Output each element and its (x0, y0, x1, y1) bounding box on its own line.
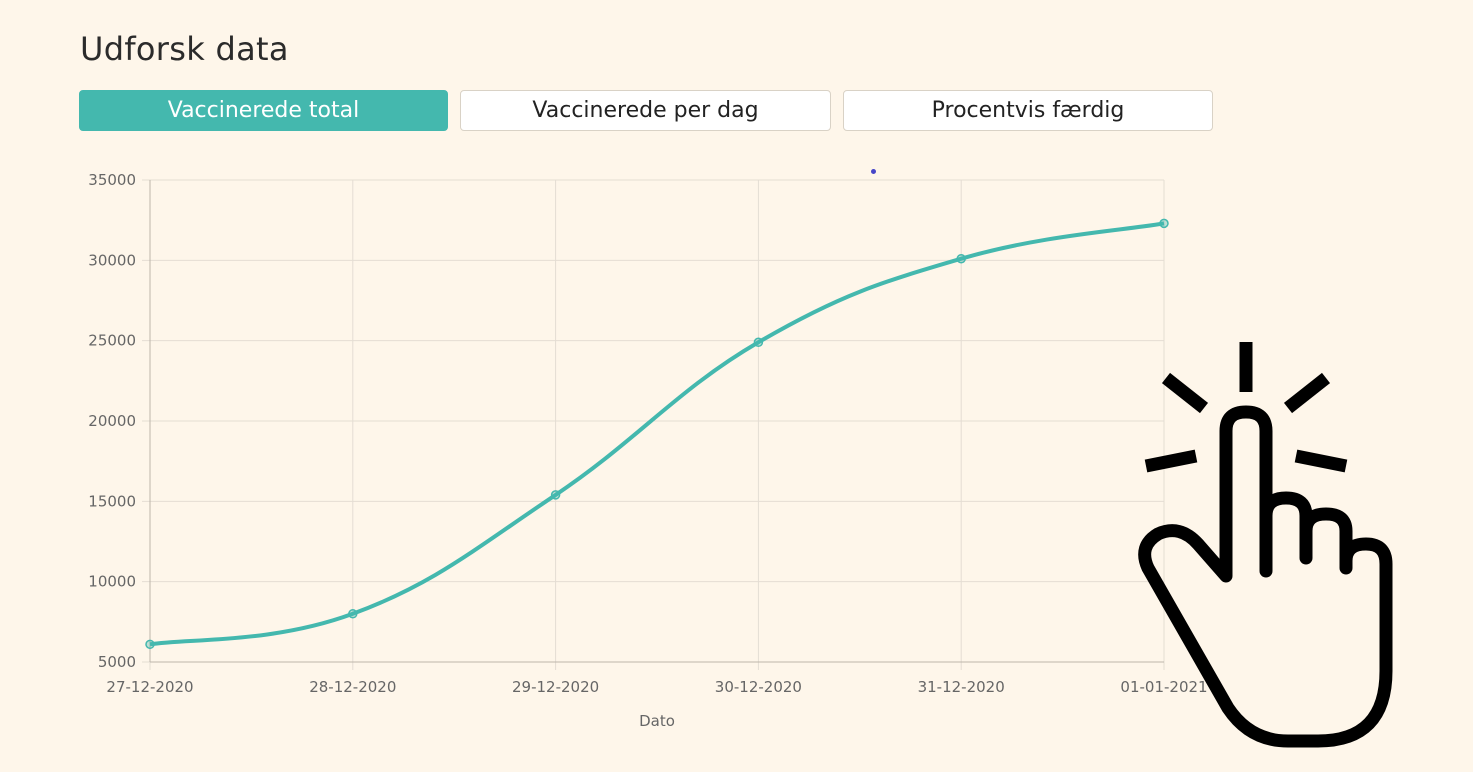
x-tick-label: 27-12-2020 (106, 678, 193, 696)
data-point[interactable] (753, 337, 764, 348)
y-axis-ticks: 5000 10000 15000 20000 25000 30000 35000 (88, 171, 136, 671)
x-tick-label: 30-12-2020 (715, 678, 802, 696)
chart-series (145, 218, 1169, 650)
tab-procentvis-faerdig[interactable]: Procentvis færdig (843, 90, 1213, 131)
x-tick-label: 28-12-2020 (309, 678, 396, 696)
chart-axes (149, 180, 1164, 663)
y-tick-label: 15000 (88, 492, 136, 510)
data-point[interactable] (1159, 218, 1169, 229)
x-tick-label: 29-12-2020 (512, 678, 599, 696)
x-tick-label: 31-12-2020 (918, 678, 1005, 696)
series-line (149, 221, 1165, 647)
cursor-dot (871, 169, 876, 174)
data-point[interactable] (956, 253, 966, 264)
x-axis-title: Dato (639, 712, 675, 730)
y-tick-label: 10000 (88, 573, 136, 591)
y-tick-label: 20000 (88, 412, 136, 430)
data-point[interactable] (145, 639, 155, 650)
data-point[interactable] (348, 609, 358, 619)
tab-vaccinerede-per-dag[interactable]: Vaccinerede per dag (460, 90, 831, 131)
x-tick-label: 01-01-2021 (1120, 678, 1207, 696)
x-axis-ticks: 27-12-2020 28-12-2020 29-12-2020 30-12-2020… (106, 678, 1207, 696)
tab-vaccinerede-total[interactable]: Vaccinerede total (79, 90, 448, 131)
y-tick-label: 25000 (88, 332, 136, 350)
y-tick-label: 35000 (88, 171, 136, 189)
line-chart: 5000 10000 15000 20000 25000 30000 35000 27-12… (88, 171, 1207, 730)
pointing-hand-click-icon (1138, 342, 1393, 748)
page-title: Udforsk data (80, 30, 289, 68)
data-point[interactable] (550, 490, 561, 500)
y-tick-label: 5000 (98, 653, 136, 671)
y-tick-label: 30000 (88, 251, 136, 269)
chart-grid (142, 179, 1165, 670)
